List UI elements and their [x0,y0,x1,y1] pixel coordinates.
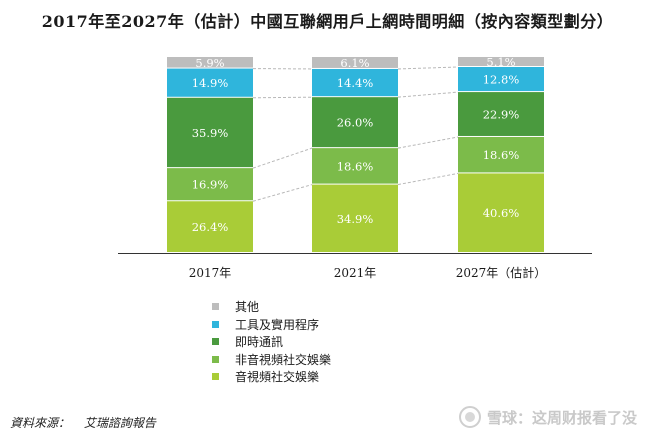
data-label: 14.9% [192,76,229,90]
legend-swatch [212,303,219,311]
chart-title: 2017年至2027年（估計）中國互聯網用戶上網時間明細（按內容類型劃分） [41,12,614,31]
bar-segment [167,97,253,168]
legend-swatch [212,338,219,346]
source-note: 資料來源： 艾瑞諮詢報告 [10,414,166,431]
bar-segment [312,57,398,68]
connector-line [252,147,313,169]
legend-label: 即時通訊 [235,335,284,350]
bar-segment [167,201,253,252]
connector-line [397,136,459,149]
bar-segment [167,68,253,97]
bar-segment [458,66,544,92]
legend-item: 音視頻社交娛樂 [212,368,331,386]
source-label: 資料來源： [10,416,71,430]
x-tick-label: 2021年 [334,266,377,280]
bar-segment [312,148,398,184]
legend-swatch [212,320,219,328]
chart-legend: 其他工具及實用程序 即時通訊非音視頻社交娛樂 音視頻社交娛樂 [212,298,331,386]
bar-segment [458,57,544,66]
data-label: 5.9% [195,56,224,70]
data-label: 26.0% [337,116,374,130]
connector-line [397,66,459,70]
legend-item: 工具及實用程序 [212,316,331,334]
watermark-text: 雪球：这周财报看了没 [486,408,637,427]
bar-segment [458,173,544,252]
x-tick-label: 2027年（估計） [456,265,547,280]
connector-line [397,172,459,186]
legend-item: 即時通訊 [212,333,331,351]
stacked-bar-chart: 26.4% 16.9% 35.9% 14.9% 5.9% 2017年 34.9% 18.6% 2… [118,55,592,280]
watermark: 雪球：这周财报看了没 [458,406,637,428]
bar-segment [312,184,398,252]
data-label: 14.4% [337,76,374,90]
bar-segment [458,92,544,136]
legend-swatch [212,355,219,363]
legend-label: 非音視頻社交娛樂 [235,352,332,367]
legend-item: 非音視頻社交娛樂 [212,351,331,369]
snowball-logo-icon [458,406,481,428]
bar-segment [167,57,253,68]
legend-swatch [212,373,219,381]
legend-item: 其他 [212,298,331,316]
data-label: 18.6% [483,148,520,162]
data-label: 12.8% [483,73,520,87]
data-label: 35.9% [192,126,229,140]
legend-label: 音視頻社交娛樂 [235,370,320,385]
legend-label: 工具及實用程序 [235,317,320,332]
data-label: 26.4% [192,220,229,234]
data-label: 22.9% [483,108,520,122]
x-tick-label: 2017年 [189,266,232,280]
data-label: 6.1% [340,56,369,70]
source-value: 艾瑞諮詢報告 [83,416,156,430]
bar-segment [312,97,398,148]
data-label: 18.6% [337,159,374,173]
connector-line [252,184,313,202]
connector-line [397,91,459,98]
data-label: 40.6% [483,206,520,220]
data-label: 5.1% [486,55,515,69]
connector-line [252,96,313,99]
data-label: 34.9% [337,212,374,226]
data-label: 16.9% [192,178,229,192]
bar-segment [458,136,544,173]
bar-segment [312,68,398,97]
legend-label: 其他 [235,300,260,315]
bar-segment [167,168,253,201]
